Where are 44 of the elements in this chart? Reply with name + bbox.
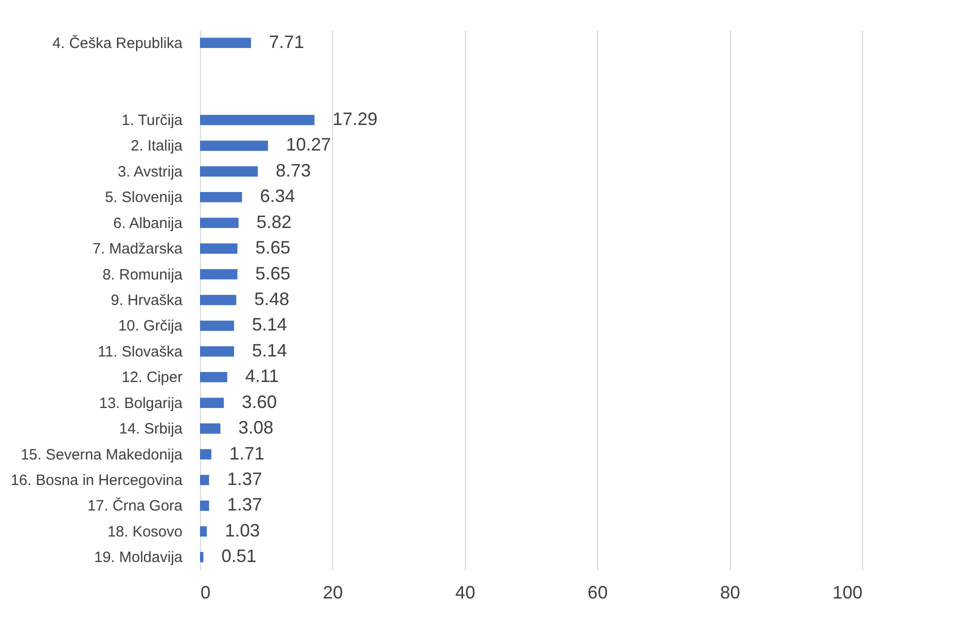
y-tick-label: 15. Severna Makedonija — [20, 446, 184, 464]
y-tick-label: 9. Hrvaška — [110, 292, 184, 309]
data-label: 10.27 — [286, 134, 332, 155]
y-tick-label: 7. Madžarska — [92, 240, 184, 258]
x-tick-label: 0 — [200, 582, 211, 602]
y-tick-label: 17. Črna Gora — [87, 496, 184, 515]
y-tick-label: 16. Bosna in Hercegovina — [10, 472, 184, 489]
data-label: 1.71 — [229, 443, 264, 464]
data-label: 5.82 — [256, 212, 292, 232]
x-tick-label: 60 — [588, 582, 608, 602]
y-tick-label: 6. Albanija — [113, 214, 184, 232]
y-tick-label: 2. Italija — [130, 138, 184, 155]
data-label: 5.48 — [254, 289, 290, 309]
x-tick-label: 100 — [832, 582, 862, 602]
data-label: 3.08 — [238, 418, 274, 438]
y-tick-label: 12. Ciper — [122, 369, 182, 386]
data-label: 1.03 — [224, 520, 260, 540]
x-tick-label: 40 — [455, 582, 476, 602]
y-tick-label: 18. Kosovo — [107, 523, 182, 540]
y-tick-label: 11. Slovaška — [98, 343, 184, 360]
data-label: 4.11 — [245, 366, 279, 386]
x-tick-label: 20 — [322, 582, 343, 602]
y-tick-label: 4. Češka Republika — [52, 34, 184, 52]
data-label: 5.65 — [255, 238, 290, 258]
data-label: 8.73 — [276, 160, 311, 180]
data-label: 1.37 — [227, 469, 262, 489]
y-tick-label: 5. Slovenija — [104, 189, 184, 206]
data-label: 1.37 — [227, 494, 262, 515]
data-label: 6.34 — [260, 186, 296, 206]
y-tick-label: 19. Moldavija — [94, 549, 184, 566]
y-tick-label: 3. Avstrija — [118, 163, 184, 180]
data-label: 7.71 — [269, 32, 304, 52]
y-tick-label: 1. Turčija — [122, 112, 184, 129]
y-tick-label: 10. Grčija — [118, 318, 184, 335]
data-label: 5.14 — [252, 314, 288, 335]
y-tick-label: 14. Srbija — [119, 420, 184, 438]
data-label: 0.51 — [221, 546, 256, 566]
data-label: 5.14 — [252, 340, 288, 360]
data-label: 3.60 — [242, 392, 277, 412]
x-tick-label: 80 — [720, 582, 740, 602]
data-label: 5.65 — [255, 263, 290, 284]
y-tick-label: 8. Romunija — [102, 266, 184, 284]
y-tick-label: 13. Bolgarija — [99, 394, 184, 412]
data-label: 17.29 — [332, 109, 378, 129]
